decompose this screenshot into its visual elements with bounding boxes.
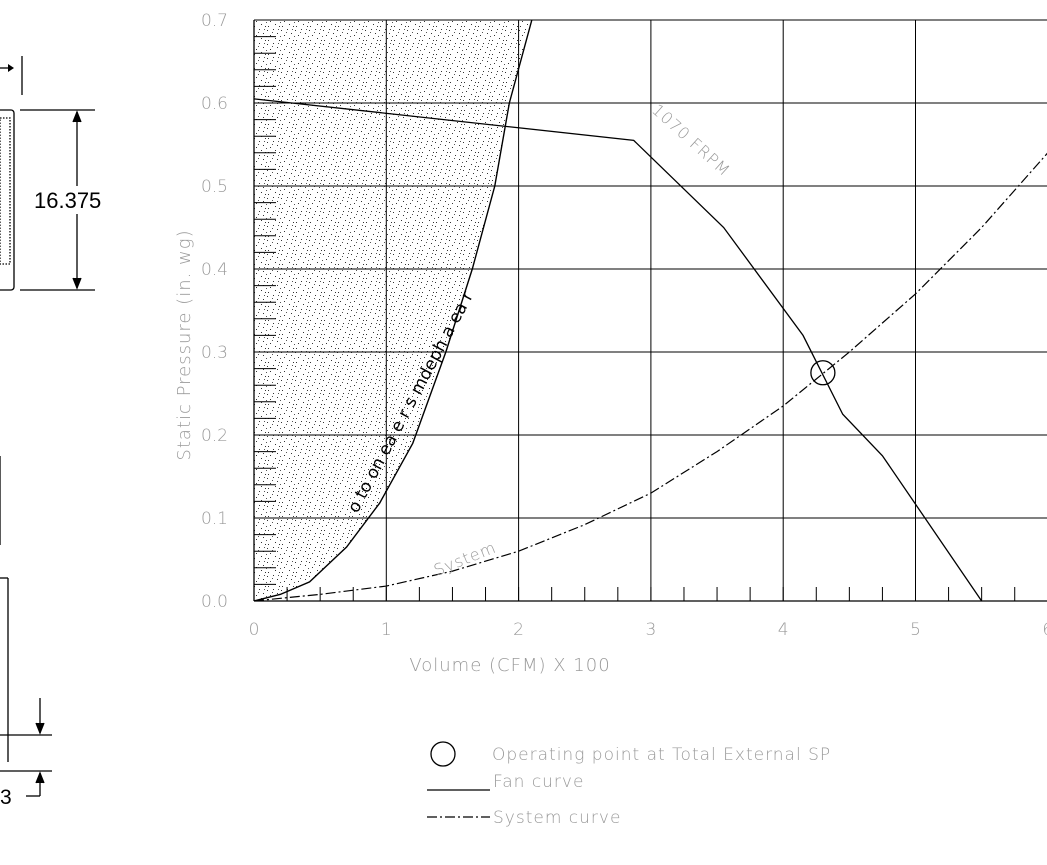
- minor-ticks: [254, 36, 1016, 601]
- y-tick-label: 0.2: [201, 426, 228, 446]
- y-axis-title: Static Pressure (in. wg): [174, 229, 195, 460]
- legend-entry-operating-point: Operating point at Total External SP: [430, 741, 831, 767]
- height-dimension-label: 16.375: [34, 188, 101, 213]
- legend: Operating point at Total External SP Fan…: [427, 741, 831, 828]
- boundary-curve-line: [254, 20, 533, 601]
- x-tick-label: 3: [645, 620, 656, 640]
- bottom-dimension-label: 3: [0, 786, 12, 809]
- legend-label-operating-point: Operating point at Total External SP: [492, 745, 831, 765]
- legend-label-fan-curve: Fan curve: [493, 772, 584, 792]
- x-tick-label: 4: [778, 620, 789, 640]
- y-tick-label: 0.7: [201, 11, 228, 31]
- y-tick-label: 0.0: [201, 592, 228, 612]
- restricted-region-shading: [254, 20, 532, 601]
- y-tick-label: 0.6: [201, 94, 228, 114]
- system-curve-line: [254, 152, 1047, 601]
- fan-curve-label: 1070 FRPM: [648, 100, 734, 180]
- y-tick-label: 0.1: [201, 509, 228, 529]
- legend-entry-fan-curve: Fan curve: [427, 772, 584, 792]
- dimension-drawing: [0, 56, 95, 797]
- grid-lines: [254, 19, 1047, 601]
- system-curve-label: System: [431, 538, 499, 580]
- legend-circle-marker: [430, 741, 456, 767]
- x-tick-label: 5: [910, 620, 921, 640]
- x-tick-label: 1: [381, 620, 392, 640]
- x-axis-title: Volume (CFM) X 100: [409, 655, 610, 676]
- x-tick-label: 2: [513, 620, 524, 640]
- x-tick-label: 0: [249, 620, 260, 640]
- operating-point-marker: [810, 360, 836, 386]
- y-tick-label: 0.5: [201, 177, 228, 197]
- y-tick-label: 0.4: [201, 260, 228, 280]
- chart-area: 0 1 2 3 4 5 6 0.0 0.1 0.2 0.3 0.4 0.5 0.6 0.7 1070 FRPM…: [201, 11, 1047, 640]
- fan-curve-line: [254, 98, 983, 601]
- y-tick-label: 0.3: [201, 343, 228, 363]
- x-tick-label: 6: [1042, 620, 1047, 640]
- series-group: [254, 20, 1047, 601]
- legend-entry-system-curve: System curve: [427, 808, 621, 828]
- legend-label-system-curve: System curve: [493, 808, 621, 828]
